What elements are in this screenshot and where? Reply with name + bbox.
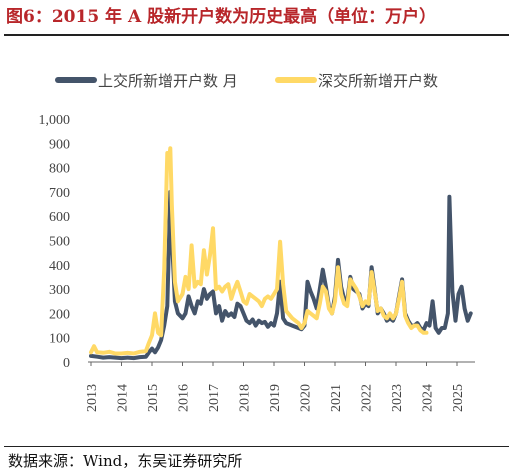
figure-title: 图6：2015 年 A 股新开户数为历史最高（单位：万户）: [6, 7, 437, 27]
x-tick-label: 2023: [390, 384, 405, 412]
y-tick-label: 100: [49, 332, 70, 347]
source-note: 数据来源：Wind，东吴证券研究所: [8, 452, 243, 470]
y-axis-ticks: 0 100 200 300 400 500 600 700 800 900 1,000: [39, 113, 71, 371]
x-tick-label: 2015: [146, 384, 161, 412]
y-tick-label: 0: [63, 356, 70, 371]
x-tick-label: 2014: [116, 384, 131, 412]
title-rule: [4, 34, 509, 36]
x-axis-ticks: 2013 2014 2015 2016 2017 2018 2019 2020 2021 2022…: [85, 362, 466, 412]
y-tick-label: 800: [49, 162, 70, 177]
legend-label-series-1: 上交所新增开户数 月: [98, 72, 238, 90]
legend-label-series-2: 深交所新增开户数: [318, 72, 438, 90]
y-tick-label: 1,000: [39, 113, 71, 128]
x-tick-label: 2017: [207, 384, 222, 412]
y-tick-label: 500: [49, 235, 70, 250]
x-tick-label: 2020: [299, 384, 314, 412]
y-tick-label: 300: [49, 283, 70, 298]
y-tick-label: 900: [49, 137, 70, 152]
series-line-2: [89, 146, 429, 356]
x-tick-label: 2019: [268, 384, 283, 412]
series-group: [89, 146, 473, 361]
y-tick-label: 700: [49, 186, 70, 201]
legend: 上交所新增开户数 月 深交所新增开户数: [55, 72, 438, 90]
x-tick-label: 2021: [329, 384, 344, 412]
x-tick-label: 2022: [360, 384, 375, 412]
x-tick-label: 2025: [451, 384, 466, 412]
y-tick-label: 400: [49, 259, 70, 274]
x-tick-label: 2013: [85, 384, 100, 412]
source-rule: [4, 446, 509, 447]
x-tick-label: 2024: [421, 384, 436, 412]
line-chart: 上交所新增开户数 月 深交所新增开户数 0 100 200 300 400 500 600 7…: [39, 72, 475, 412]
x-tick-label: 2016: [177, 384, 192, 412]
x-tick-label: 2018: [238, 384, 253, 412]
y-tick-label: 600: [49, 210, 70, 225]
y-tick-label: 200: [49, 307, 70, 322]
